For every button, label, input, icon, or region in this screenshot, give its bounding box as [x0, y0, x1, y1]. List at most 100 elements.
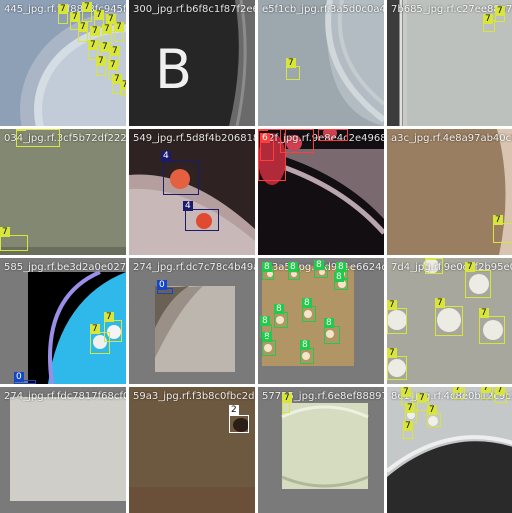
class-label: 7: [106, 14, 116, 24]
detection-box[interactable]: [302, 306, 316, 322]
tile-image: [258, 129, 384, 255]
detection-box[interactable]: [260, 324, 272, 338]
detection-box[interactable]: [262, 340, 276, 356]
class-label: 7: [479, 308, 489, 318]
detection-box[interactable]: [185, 209, 219, 231]
class-label: 8: [336, 262, 346, 272]
class-label: 8: [324, 318, 334, 328]
class-label: 7: [70, 12, 80, 22]
image-tile[interactable]: 034_jpg.rf.3cf5b72df22206a8116e5b958f6a …: [0, 129, 126, 255]
image-tile[interactable]: e5f1cb_jpg.rf.3a5d0c0a4650d0c7cd9d 7: [258, 0, 384, 126]
image-tile[interactable]: 7d4_jpg.rf.9e0c1f2b95e00e 7 7 7 7 7 7: [387, 258, 512, 384]
image-tile[interactable]: a3c_jpg.rf.4e8a97ab40c0643 7: [387, 129, 512, 255]
class-label: 6: [318, 129, 328, 130]
detection-box[interactable]: [163, 161, 199, 195]
detection-box[interactable]: [0, 235, 28, 251]
class-label: 7: [16, 129, 26, 131]
image-tile[interactable]: 57725_jpg.rf.6e8ef88897c 7: [258, 387, 384, 513]
class-label: 8: [288, 262, 298, 272]
class-label: 7: [483, 14, 493, 24]
tile-image: [387, 0, 512, 126]
class-label: 7: [435, 298, 445, 308]
detection-box[interactable]: [324, 326, 340, 344]
class-label: 7: [286, 58, 296, 68]
class-label: 7: [495, 6, 505, 16]
detection-box[interactable]: [280, 129, 314, 153]
image-tile[interactable]: 7b685_jpg.rf.c27ee88a7730d973e 7 7: [387, 0, 512, 126]
class-label: 7: [100, 42, 110, 52]
tile-image: [387, 258, 512, 384]
class-label: 8: [302, 298, 312, 308]
class-label: 6: [280, 129, 290, 130]
detection-box[interactable]: [16, 129, 60, 147]
class-label: 7: [78, 22, 88, 32]
detection-box[interactable]: [258, 129, 286, 181]
class-label: 7: [90, 26, 100, 36]
detection-box[interactable]: [300, 348, 314, 364]
tile-image: [0, 129, 126, 255]
class-label: 7: [453, 387, 463, 393]
image-tile[interactable]: 585_jpg.rf.be3d2a0e02770e0ff8c2b4e3f4a17…: [0, 258, 126, 384]
detection-box[interactable]: [90, 332, 110, 354]
class-label: 7: [112, 74, 122, 84]
image-tile[interactable]: 8e1_jpg.rf.4c8e0b12c9c2d7 7 7 7 7 7 7 7 …: [387, 387, 512, 513]
detection-box[interactable]: [465, 270, 491, 298]
detection-box[interactable]: [274, 312, 288, 328]
detection-box[interactable]: [14, 380, 36, 384]
detection-box[interactable]: [425, 258, 443, 274]
image-tile[interactable]: 549_jpg.rf.5d8f4b2068182ef6b7 4 4: [129, 129, 255, 255]
image-tile[interactable]: B 300_jpg.rf.b6f8c1f87f2e6e058fcaca: [129, 0, 255, 126]
class-label: 7: [387, 300, 397, 310]
tile-image: [0, 387, 126, 513]
class-label: 7: [58, 4, 68, 14]
image-tile[interactable]: e2f_jpg.rf.9e8e4c2e4968c595b 6 6 6 6: [258, 129, 384, 255]
class-label: 7: [282, 393, 292, 403]
svg-text:B: B: [155, 38, 192, 101]
tile-caption: 034_jpg.rf.3cf5b72df22206a8116e5b958f6a: [4, 133, 126, 144]
class-label: 7: [94, 10, 104, 20]
image-tile[interactable]: 274_jpg.rf.dc7c78c4b49a17b0e3 0: [129, 258, 255, 384]
tile-caption: 274_jpg.rf.fdc7817f68cf0f99a: [4, 391, 126, 402]
tile-caption: 585_jpg.rf.be3d2a0e02770e0ff8c2b4e3f4a17…: [4, 262, 126, 273]
class-label: 0: [157, 280, 167, 290]
class-label: 7: [427, 405, 437, 415]
class-label: 7: [495, 387, 505, 395]
tile-image: B: [129, 0, 255, 126]
detection-box[interactable]: [493, 223, 512, 243]
class-label: 7: [401, 387, 411, 397]
class-label: 8: [334, 272, 344, 282]
class-label: 7: [417, 393, 427, 403]
class-label: 7: [90, 324, 100, 334]
detection-box[interactable]: [435, 306, 463, 336]
class-label: 7: [110, 46, 120, 56]
tile-image: [387, 129, 512, 255]
detection-box[interactable]: [479, 316, 505, 344]
detection-box[interactable]: [229, 415, 249, 433]
tile-caption: e5f1cb_jpg.rf.3a5d0c0a4650d0c7cd9d: [262, 4, 384, 15]
class-label: 2: [229, 405, 239, 415]
class-label: 7: [120, 80, 126, 90]
image-tile[interactable]: 59a3_jpg.rf.f3b8c0fbc2d36 2: [129, 387, 255, 513]
detection-box[interactable]: [318, 129, 348, 141]
tile-caption: 7b685_jpg.rf.c27ee88a7730d973e: [391, 4, 512, 15]
tile-caption: 57725_jpg.rf.6e8ef88897c: [262, 391, 384, 402]
image-tile[interactable]: 445_jpg.rf.f8f88c3fc945f8b04b1f1a877d4b5…: [0, 0, 126, 126]
detection-box[interactable]: [387, 308, 407, 334]
tile-caption: 59a3_jpg.rf.f3b8c0fbc2d36: [133, 391, 255, 402]
tile-caption: 7d4_jpg.rf.9e0c1f2b95e00e: [391, 262, 512, 273]
tile-image: [129, 129, 255, 255]
class-label: 7: [88, 40, 98, 50]
class-label: 7: [96, 56, 106, 66]
detection-box[interactable]: [427, 413, 441, 427]
tile-caption: 8e1_jpg.rf.4c8e0b12c9c2d7: [391, 391, 512, 402]
tile-caption: 549_jpg.rf.5d8f4b2068182ef6b7: [133, 133, 255, 144]
class-label: 7: [493, 215, 503, 225]
image-tile[interactable]: 8f3a5_jpg.rf.d9b1e6624d5fa7c6 8 8 8 8 8 …: [258, 258, 384, 384]
detection-box[interactable]: [387, 356, 407, 380]
image-tile[interactable]: 274_jpg.rf.fdc7817f68cf0f99a: [0, 387, 126, 513]
tile-image: [258, 387, 384, 513]
detection-box[interactable]: [286, 66, 300, 80]
detection-box[interactable]: [104, 320, 122, 342]
class-label: 0: [14, 372, 24, 382]
